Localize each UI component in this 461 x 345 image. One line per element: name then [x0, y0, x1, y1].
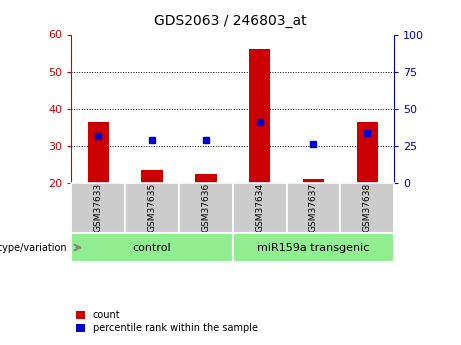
Bar	[125, 183, 179, 233]
Legend: count, percentile rank within the sample: count, percentile rank within the sample	[77, 310, 258, 333]
Text: miR159a transgenic: miR159a transgenic	[257, 243, 370, 253]
Text: control: control	[133, 243, 171, 253]
Bar	[179, 183, 233, 233]
Bar	[71, 233, 233, 262]
Bar	[303, 179, 324, 183]
Text: GSM37636: GSM37636	[201, 183, 210, 233]
Bar	[340, 183, 394, 233]
Bar	[142, 170, 163, 183]
Bar	[249, 49, 271, 183]
Bar	[88, 122, 109, 183]
Text: GSM37634: GSM37634	[255, 183, 264, 233]
Bar	[233, 233, 394, 262]
Text: GSM37637: GSM37637	[309, 183, 318, 233]
Text: genotype/variation: genotype/variation	[0, 243, 67, 253]
Text: GSM37633: GSM37633	[94, 183, 103, 233]
Bar	[195, 174, 217, 183]
Bar	[71, 183, 125, 233]
Bar	[233, 183, 287, 233]
Text: GSM37635: GSM37635	[148, 183, 157, 233]
Text: GDS2063 / 246803_at: GDS2063 / 246803_at	[154, 14, 307, 28]
Bar	[356, 122, 378, 183]
Bar	[287, 183, 340, 233]
Text: GSM37638: GSM37638	[363, 183, 372, 233]
